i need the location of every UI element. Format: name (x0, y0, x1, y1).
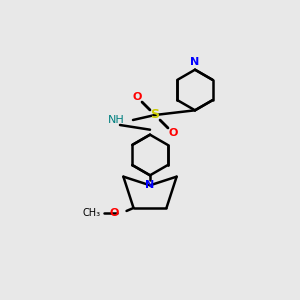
Text: O: O (109, 208, 119, 218)
Text: NH: NH (108, 115, 125, 125)
Text: CH₃: CH₃ (82, 208, 100, 218)
Text: N: N (146, 180, 154, 190)
Text: O: O (132, 92, 142, 102)
Text: N: N (190, 57, 200, 67)
Text: S: S (151, 109, 160, 122)
Text: O: O (168, 128, 178, 138)
